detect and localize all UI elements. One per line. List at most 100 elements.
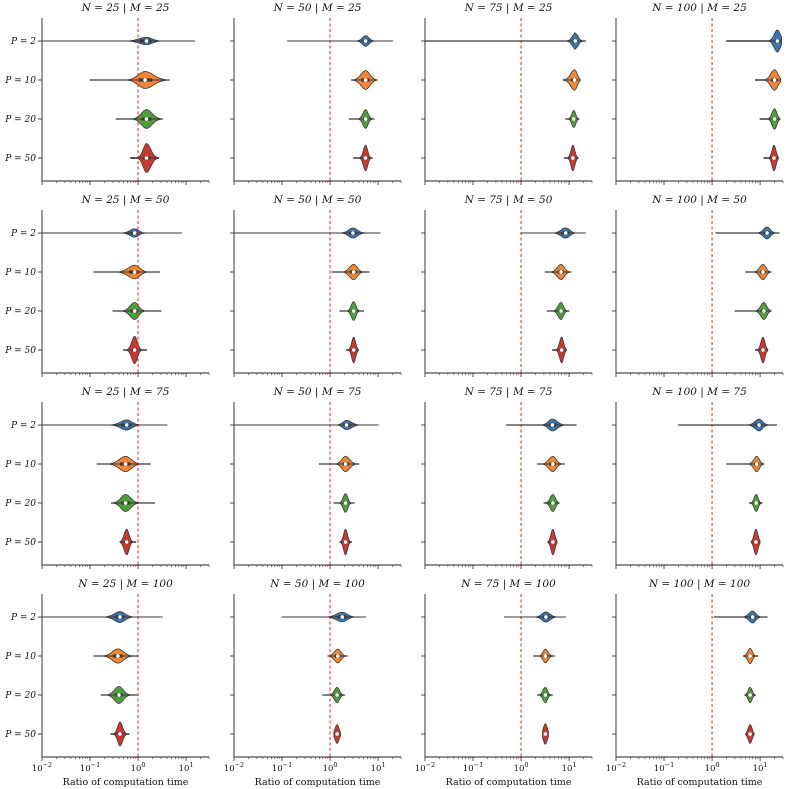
violin-median-dot	[551, 462, 555, 466]
panel-title: N = 25 | M = 100	[77, 578, 173, 591]
y-tick-label: P = 20	[4, 307, 36, 317]
panel-8: N = 100 | M = 50	[612, 194, 784, 377]
y-tick-label: P = 10	[4, 76, 36, 86]
x-tick-label: 101	[179, 761, 194, 774]
panel-1: N = 25 | M = 25 P = 2 P = 10 P = 20 P = 50	[4, 2, 210, 185]
violin-median-dot	[573, 39, 578, 43]
panel-title: N = 25 | M = 25	[81, 2, 170, 15]
violin-median-dot	[123, 501, 128, 505]
panel-title: N = 25 | M = 75	[81, 386, 170, 399]
x-tick-label: 100	[514, 761, 529, 774]
x-axis-label: Ratio of computation time	[63, 777, 189, 788]
panel-12: N = 100 | M = 75	[612, 386, 784, 569]
violin-median-dot	[363, 117, 368, 121]
violin-median-dot	[551, 501, 555, 505]
violin-median-dot	[761, 348, 765, 352]
violin-median-dot	[343, 501, 348, 505]
y-tick-label: P = 2	[10, 37, 36, 47]
panel-2: N = 50 | M = 25	[230, 2, 402, 185]
violin-median-dot	[132, 309, 137, 313]
panel-4: N = 100 | M = 25	[612, 2, 784, 185]
panel-15: N = 75 | M = 100 10−2 10−1 100 101 Ratio of c…	[415, 578, 593, 788]
violin-median-dot	[116, 654, 120, 658]
x-tick-label: 100	[131, 761, 146, 774]
panel-9: N = 25 | M = 75 P = 2 P = 10 P = 20 P = 50	[4, 386, 210, 569]
violin-median-dot	[144, 156, 149, 160]
violin-median-dot	[772, 117, 777, 121]
violin-median-dot	[336, 654, 340, 658]
y-tick-label: P = 2	[10, 613, 36, 623]
violin-median-dot	[363, 78, 368, 82]
violin-median-dot	[748, 693, 752, 697]
y-tick-label: P = 50	[4, 346, 36, 356]
x-tick-label: 100	[323, 761, 338, 774]
y-tick-label: P = 50	[4, 154, 36, 164]
x-tick-label: 10−2	[415, 761, 435, 774]
violin-median-dot	[124, 423, 129, 427]
x-tick-label: 10−1	[463, 761, 483, 774]
panel-title: N = 100 | M = 25	[651, 2, 747, 15]
y-tick-label: P = 2	[10, 421, 36, 431]
panel-title: N = 50 | M = 100	[269, 578, 365, 591]
panel-title: N = 100 | M = 100	[648, 578, 751, 591]
y-tick-label: P = 50	[4, 538, 36, 548]
panel-5: N = 25 | M = 50 P = 2 P = 10 P = 20 P = 50	[4, 194, 210, 377]
violin-median-dot	[351, 348, 356, 352]
x-axis-label: Ratio of computation time	[255, 777, 381, 788]
x-tick-label: 101	[753, 761, 768, 774]
violin-median-dot	[340, 615, 345, 619]
panel-title: N = 50 | M = 75	[273, 386, 362, 399]
violin-median-dot	[765, 231, 769, 235]
violin-median-dot	[343, 540, 348, 544]
violin-median-dot	[118, 615, 122, 619]
panel-3: N = 75 | M = 25	[421, 2, 593, 185]
violin-median-dot	[559, 309, 563, 313]
violin-median-dot	[363, 156, 368, 160]
violin-median-dot	[543, 732, 548, 736]
x-tick-label: 101	[562, 761, 577, 774]
violin-median-dot	[544, 615, 548, 619]
x-axis-label: Ratio of computation time	[637, 777, 763, 788]
violin-median-dot	[117, 693, 121, 697]
violin-median-dot	[551, 540, 555, 544]
x-tick-label: 10−2	[224, 761, 244, 774]
panel-title: N = 25 | M = 50	[81, 194, 170, 207]
x-tick-label: 101	[371, 761, 386, 774]
y-tick-label: P = 20	[4, 115, 36, 125]
violin-median-dot	[543, 654, 548, 658]
panel-title: N = 50 | M = 25	[273, 2, 362, 15]
violin-median-dot	[344, 423, 349, 427]
violin-median-dot	[772, 78, 777, 82]
y-tick-label: P = 20	[4, 691, 36, 701]
violin-median-dot	[132, 348, 137, 352]
violin-median-dot	[132, 231, 137, 235]
violin-median-dot	[351, 309, 356, 313]
violin-median-dot	[748, 654, 752, 658]
y-tick-label: P = 10	[4, 268, 36, 278]
panel-title: N = 100 | M = 50	[651, 194, 747, 207]
x-tick-label: 10−2	[606, 761, 626, 774]
violin-median-dot	[559, 270, 563, 274]
x-axis-label: Ratio of computation time	[446, 777, 572, 788]
violin-median-dot	[335, 693, 339, 697]
violin-median-dot	[123, 462, 128, 466]
panel-title: N = 100 | M = 75	[651, 386, 747, 399]
violin-median-dot	[754, 540, 758, 544]
violin-median-dot	[762, 309, 766, 313]
x-tick-label: 10−1	[272, 761, 292, 774]
panel-title: N = 50 | M = 50	[273, 194, 362, 207]
violin-median-dot	[775, 39, 780, 43]
y-tick-label: P = 20	[4, 499, 36, 509]
panel-title: N = 75 | M = 100	[460, 578, 556, 591]
panel-13: N = 25 | M = 100 P = 2 P = 10 P = 20 P = 50 1…	[4, 578, 210, 788]
violin-median-dot	[754, 462, 759, 466]
panel-title: N = 75 | M = 25	[464, 2, 553, 15]
panel-title: N = 75 | M = 75	[464, 386, 553, 399]
y-tick-label: P = 10	[4, 652, 36, 662]
panel-7: N = 75 | M = 50	[421, 194, 593, 377]
violin-median-dot	[550, 423, 555, 427]
violin-median-dot	[761, 270, 765, 274]
y-tick-label: P = 50	[4, 730, 36, 740]
x-tick-label: 100	[705, 761, 720, 774]
